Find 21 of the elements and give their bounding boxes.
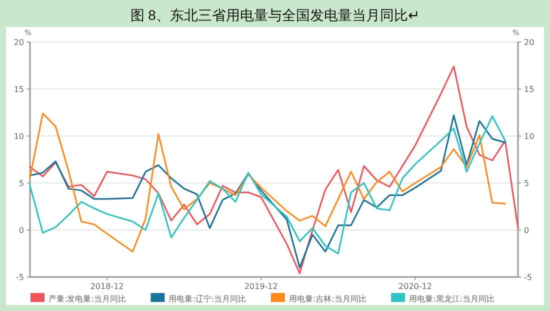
y-tick-label: 15 <box>14 85 24 94</box>
y-tick-label: 10 <box>14 132 24 141</box>
y-tick-label: 20 <box>14 38 24 47</box>
x-tick-label: 2020-12 <box>398 282 432 291</box>
legend-label: 产量:发电量:当月同比 <box>48 294 126 304</box>
y2-tick-label: 5 <box>524 179 530 188</box>
y2-tick-label: 0 <box>524 226 530 235</box>
y-tick-label: 5 <box>18 179 24 188</box>
y-tick-label: 0 <box>18 226 24 235</box>
y-tick-label: -5 <box>16 273 24 282</box>
x-tick-label: 2018-12 <box>90 282 124 291</box>
legend-label: 用电量:吉林:当月同比 <box>288 294 366 304</box>
line-series <box>29 66 519 274</box>
y2-tick-label: 10 <box>524 132 534 141</box>
legend-label: 用电量:辽宁:当月同比 <box>168 294 246 304</box>
y2-tick-label: 20 <box>524 38 534 47</box>
legend-label: 用电量:黑龙江:当月同比 <box>409 294 494 304</box>
y2-tick-label: 15 <box>524 85 534 94</box>
x-tick-label: 2019-12 <box>244 282 278 291</box>
y2-tick-label: -5 <box>524 273 532 282</box>
title: 图 8、东北三省用电量与全国发电量当月同比↵ <box>130 7 420 23</box>
